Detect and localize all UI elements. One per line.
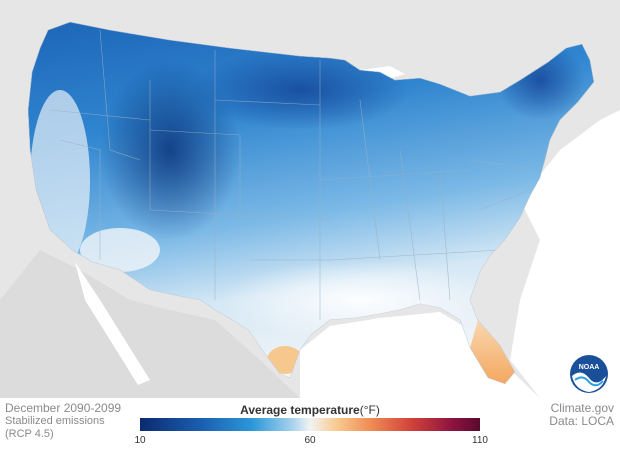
credits: Climate.gov Data: LOCA [549, 402, 614, 428]
legend-tick-max: 110 [472, 435, 488, 446]
legend-tick-min: 10 [134, 435, 146, 446]
legend-tick-mid: 60 [304, 435, 316, 446]
time-period: December 2090-2099 [5, 401, 122, 415]
credit-data: Data: LOCA [549, 414, 614, 428]
legend-title-text: Average temperature [240, 403, 360, 417]
noaa-logo: NOAA [570, 355, 608, 393]
credit-source: Climate.gov [550, 401, 614, 415]
scenario-line-2: (RCP 4.5) [5, 428, 54, 440]
legend-color-bar [140, 418, 480, 431]
temperature-map [0, 0, 620, 398]
temperature-legend: Average temperature(°F) 10 60 110 [134, 403, 488, 447]
legend-unit: (°F) [359, 403, 380, 417]
scenario-line-1: Stabilized emissions [5, 415, 105, 427]
map-caption: December 2090-2099 Stabilized emissions … [5, 402, 121, 441]
noaa-logo-text: NOAA [579, 364, 600, 371]
legend-title: Average temperature(°F) [140, 403, 480, 417]
